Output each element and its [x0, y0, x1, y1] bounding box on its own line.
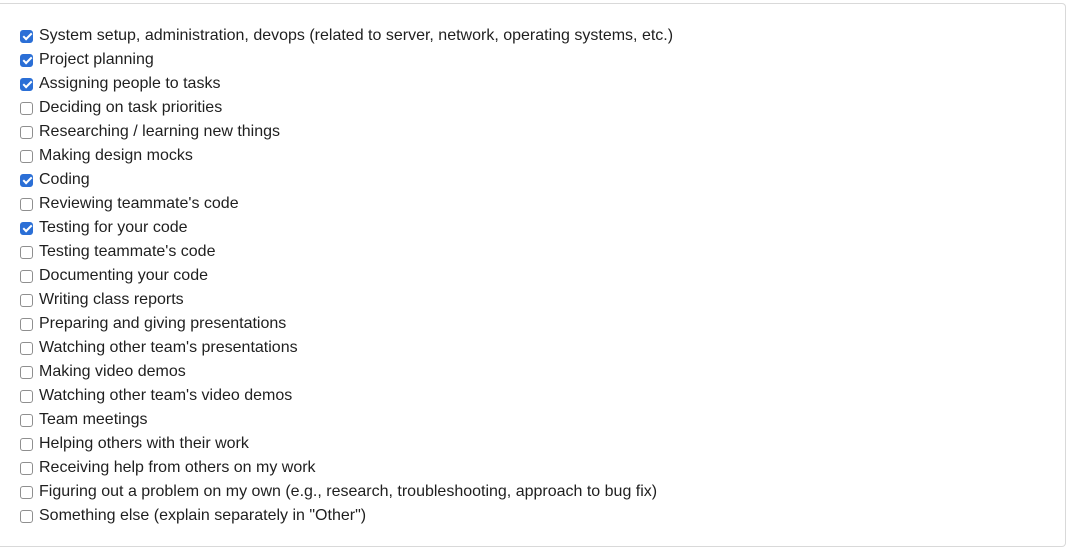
option-checkbox[interactable] — [20, 269, 33, 283]
list-item[interactable]: Writing class reports — [20, 288, 673, 312]
checkbox-panel: System setup, administration, devops (re… — [0, 3, 1066, 547]
option-label[interactable]: Figuring out a problem on my own (e.g., … — [39, 483, 658, 500]
option-label[interactable]: Preparing and giving presentations — [39, 315, 287, 332]
option-checkbox[interactable] — [20, 389, 33, 403]
option-checkbox[interactable] — [20, 125, 33, 139]
option-checkbox[interactable] — [20, 221, 33, 235]
option-label[interactable]: Making design mocks — [39, 147, 193, 164]
list-item[interactable]: Watching other team's video demos — [20, 384, 673, 408]
list-item[interactable]: Preparing and giving presentations — [20, 312, 673, 336]
option-label[interactable]: Testing teammate's code — [39, 243, 216, 260]
option-label[interactable]: Watching other team's presentations — [39, 339, 298, 356]
option-label[interactable]: System setup, administration, devops (re… — [39, 27, 674, 44]
option-label[interactable]: Receiving help from others on my work — [39, 459, 316, 476]
option-label[interactable]: Making video demos — [39, 363, 186, 380]
option-checkbox[interactable] — [20, 365, 33, 379]
option-checkbox[interactable] — [20, 173, 33, 187]
option-checkbox[interactable] — [20, 293, 33, 307]
option-checkbox[interactable] — [20, 29, 33, 43]
option-label[interactable]: Something else (explain separately in "O… — [39, 507, 367, 524]
option-label[interactable]: Team meetings — [39, 411, 148, 428]
task-checklist: System setup, administration, devops (re… — [20, 24, 673, 528]
option-checkbox[interactable] — [20, 509, 33, 523]
list-item[interactable]: Researching / learning new things — [20, 120, 673, 144]
option-label[interactable]: Deciding on task priorities — [39, 99, 223, 116]
option-label[interactable]: Reviewing teammate's code — [39, 195, 239, 212]
option-checkbox[interactable] — [20, 245, 33, 259]
list-item[interactable]: Receiving help from others on my work — [20, 456, 673, 480]
option-checkbox[interactable] — [20, 413, 33, 427]
option-label[interactable]: Assigning people to tasks — [39, 75, 221, 92]
option-checkbox[interactable] — [20, 53, 33, 67]
option-checkbox[interactable] — [20, 149, 33, 163]
option-checkbox[interactable] — [20, 461, 33, 475]
option-checkbox[interactable] — [20, 437, 33, 451]
option-checkbox[interactable] — [20, 485, 33, 499]
list-item[interactable]: Helping others with their work — [20, 432, 673, 456]
list-item[interactable]: Something else (explain separately in "O… — [20, 504, 673, 528]
list-item[interactable]: System setup, administration, devops (re… — [20, 24, 673, 48]
option-label[interactable]: Testing for your code — [39, 219, 188, 236]
list-item[interactable]: Assigning people to tasks — [20, 72, 673, 96]
option-label[interactable]: Project planning — [39, 51, 154, 68]
option-checkbox[interactable] — [20, 197, 33, 211]
option-label[interactable]: Helping others with their work — [39, 435, 249, 452]
list-item[interactable]: Testing for your code — [20, 216, 673, 240]
list-item[interactable]: Deciding on task priorities — [20, 96, 673, 120]
option-checkbox[interactable] — [20, 101, 33, 115]
list-item[interactable]: Reviewing teammate's code — [20, 192, 673, 216]
list-item[interactable]: Project planning — [20, 48, 673, 72]
option-checkbox[interactable] — [20, 341, 33, 355]
option-label[interactable]: Researching / learning new things — [39, 123, 281, 140]
option-label[interactable]: Writing class reports — [39, 291, 184, 308]
list-item[interactable]: Testing teammate's code — [20, 240, 673, 264]
list-item[interactable]: Coding — [20, 168, 673, 192]
option-label[interactable]: Watching other team's video demos — [39, 387, 293, 404]
option-label[interactable]: Documenting your code — [39, 267, 208, 284]
option-checkbox[interactable] — [20, 317, 33, 331]
list-item[interactable]: Documenting your code — [20, 264, 673, 288]
list-item[interactable]: Watching other team's presentations — [20, 336, 673, 360]
list-item[interactable]: Making design mocks — [20, 144, 673, 168]
list-item[interactable]: Making video demos — [20, 360, 673, 384]
option-checkbox[interactable] — [20, 77, 33, 91]
option-label[interactable]: Coding — [39, 171, 90, 188]
list-item[interactable]: Team meetings — [20, 408, 673, 432]
list-item[interactable]: Figuring out a problem on my own (e.g., … — [20, 480, 673, 504]
